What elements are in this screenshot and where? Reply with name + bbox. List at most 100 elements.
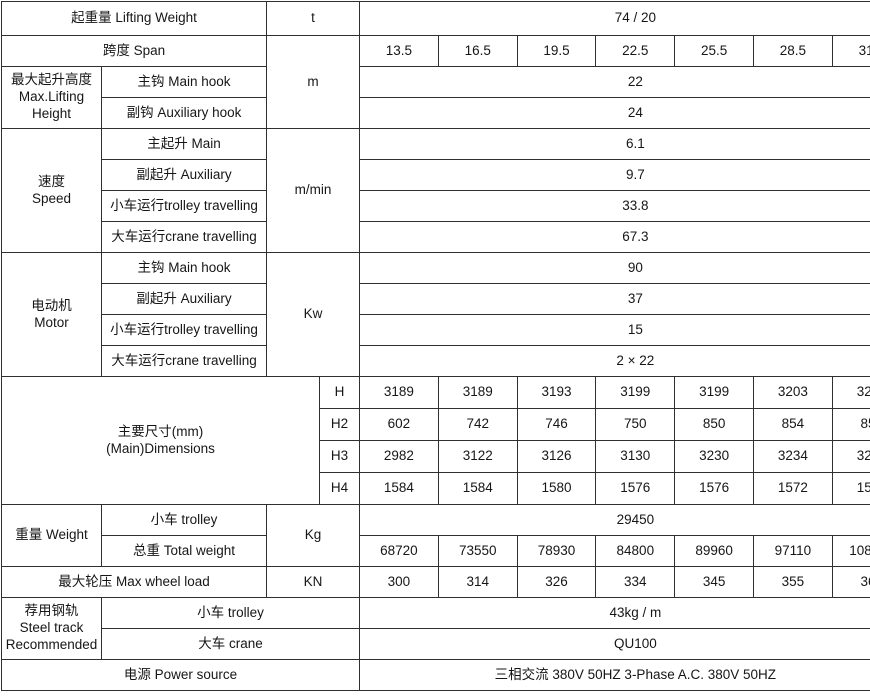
speed-auxiliary-value: 9.7 bbox=[359, 159, 870, 191]
weight-trolley-value: 29450 bbox=[359, 504, 870, 536]
table-row-dimension-h: 主要尺寸(mm) (Main)Dimensions H 3189 3189 31… bbox=[1, 376, 870, 505]
table-row-speed-trolley: 小车运行trolley travelling 33.8 bbox=[2, 190, 870, 222]
dimension-value: 856 bbox=[831, 408, 870, 441]
steel-track-group-label: 荐用钢轨 Steel track Recommended bbox=[1, 597, 102, 660]
lifting-weight-label: 起重量 Lifting Weight bbox=[1, 1, 267, 36]
motor-main-hook-value: 90 bbox=[359, 252, 870, 284]
speed-en: Speed bbox=[31, 190, 72, 206]
dimension-value: 3130 bbox=[595, 440, 676, 473]
dimension-value: 3199 bbox=[595, 376, 676, 409]
speed-crane-label: 大车运行crane travelling bbox=[101, 221, 267, 253]
max-wheel-load-value: 334 bbox=[595, 566, 676, 598]
weight-group-label: 重量 Weight bbox=[1, 504, 102, 567]
table-row-power-source: 电源 Power source 三相交流 380V 50HZ 3-Phase A… bbox=[0, 659, 870, 691]
dimension-key: H bbox=[318, 376, 361, 409]
speed-auxiliary-label: 副起升 Auxiliary bbox=[101, 159, 267, 191]
steel-track-trolley-value: 43kg / m bbox=[359, 597, 870, 629]
motor-en: Motor bbox=[34, 314, 69, 330]
weight-total-value: 68720 bbox=[359, 535, 439, 567]
max-lifting-height-en2: Height bbox=[31, 105, 72, 121]
max-wheel-load-value: 355 bbox=[753, 566, 833, 598]
table-row-motor-crane: 大车运行crane travelling 2 × 22 bbox=[2, 345, 870, 377]
speed-trolley-value: 33.8 bbox=[359, 190, 870, 222]
dimension-value: 746 bbox=[516, 408, 597, 441]
dimension-value: 1576 bbox=[595, 472, 676, 505]
max-wheel-load-value: 364 bbox=[831, 566, 870, 598]
table-row-steel-track-trolley: 荐用钢轨 Steel track Recommended 小车 trolley … bbox=[1, 597, 870, 660]
dimension-value: 854 bbox=[753, 408, 833, 441]
dimension-value: 3189 bbox=[359, 376, 439, 409]
span-value: 13.5 bbox=[359, 35, 439, 67]
max-wheel-load-label: 最大轮压 Max wheel load bbox=[1, 566, 267, 598]
span-value: 25.5 bbox=[674, 35, 754, 67]
motor-crane-value: 2 × 22 bbox=[359, 345, 870, 377]
steel-track-trolley-label: 小车 trolley bbox=[100, 597, 361, 629]
dimension-key: H3 bbox=[318, 440, 361, 473]
span-value: 22.5 bbox=[595, 35, 676, 67]
dimension-key: H4 bbox=[318, 472, 361, 505]
dimension-value: 3193 bbox=[516, 376, 597, 409]
dimensions-cn: 主要尺寸(mm) bbox=[117, 423, 204, 439]
motor-crane-label: 大车运行crane travelling bbox=[101, 345, 267, 377]
weight-total-value: 89960 bbox=[674, 535, 754, 567]
dimension-value: 1572 bbox=[753, 472, 833, 505]
height-unit: m bbox=[265, 35, 361, 129]
motor-main-hook-label: 主钩 Main hook bbox=[101, 252, 267, 284]
dimension-value: 750 bbox=[595, 408, 676, 441]
dimension-value: 2982 bbox=[359, 440, 439, 473]
motor-trolley-label: 小车运行trolley travelling bbox=[101, 314, 267, 346]
motor-auxiliary-value: 37 bbox=[359, 283, 870, 315]
dimension-key: H2 bbox=[318, 408, 361, 441]
table-row-steel-track-crane: 大车 crane QU100 bbox=[2, 628, 870, 660]
table-row-max-wheel-load: 最大轮压 Max wheel load KN 300 314 326 334 3… bbox=[1, 566, 870, 598]
speed-group-label: 速度 Speed bbox=[1, 128, 102, 253]
dimension-value: 3234 bbox=[753, 440, 833, 473]
weight-trolley-label: 小车 trolley bbox=[101, 504, 267, 536]
max-wheel-load-value: 326 bbox=[516, 566, 597, 598]
weight-unit: Kg bbox=[265, 504, 361, 567]
steel-track-en2: Recommended bbox=[5, 636, 98, 652]
main-hook-height-value: 22 bbox=[359, 66, 870, 98]
span-label: 跨度 Span bbox=[1, 35, 267, 67]
table-row-auxiliary-hook-height: 副钩 Auxiliary hook 24 bbox=[2, 97, 870, 129]
dimension-value: 1576 bbox=[674, 472, 754, 505]
steel-track-en1: Steel track bbox=[19, 620, 84, 636]
main-hook-label: 主钩 Main hook bbox=[101, 66, 267, 98]
dimension-value: 3189 bbox=[437, 376, 518, 409]
span-value: 16.5 bbox=[437, 35, 518, 67]
weight-total-value: 108000 bbox=[831, 535, 870, 567]
speed-main-value: 6.1 bbox=[359, 128, 870, 160]
power-source-label: 电源 Power source bbox=[0, 659, 361, 691]
table-row-weight-trolley: 重量 Weight 小车 trolley Kg 29450 bbox=[1, 504, 870, 567]
speed-trolley-label: 小车运行trolley travelling bbox=[101, 190, 267, 222]
dimension-value: 3122 bbox=[437, 440, 518, 473]
steel-track-crane-value: QU100 bbox=[359, 628, 870, 660]
motor-trolley-value: 15 bbox=[359, 314, 870, 346]
max-lifting-height-cn: 最大起升高度 bbox=[11, 72, 92, 88]
weight-total-value: 73550 bbox=[437, 535, 518, 567]
weight-total-value: 78930 bbox=[516, 535, 597, 567]
table-row-span: 跨度 Span m 13.5 16.5 19.5 22.5 25.5 28.5 … bbox=[1, 35, 870, 129]
table-row-speed-auxiliary: 副起升 Auxiliary 9.7 bbox=[2, 159, 870, 191]
motor-auxiliary-label: 副起升 Auxiliary bbox=[101, 283, 267, 315]
max-wheel-load-value: 314 bbox=[437, 566, 518, 598]
dimension-value: 3205 bbox=[831, 376, 870, 409]
dimension-value: 3203 bbox=[753, 376, 833, 409]
motor-cn: 电动机 bbox=[31, 297, 72, 313]
max-wheel-load-unit: KN bbox=[265, 566, 361, 598]
auxiliary-hook-label: 副钩 Auxiliary hook bbox=[101, 97, 267, 129]
power-source-value: 三相交流 380V 50HZ 3-Phase A.C. 380V 50HZ bbox=[359, 659, 870, 691]
speed-unit: m/min bbox=[265, 128, 361, 253]
table-row-motor-trolley: 小车运行trolley travelling 15 bbox=[2, 314, 870, 346]
speed-cn: 速度 bbox=[38, 173, 65, 189]
span-value: 19.5 bbox=[516, 35, 597, 67]
table-row-dimension-h4: H4 1584 1584 1580 1576 1576 1572 1570 bbox=[2, 472, 870, 505]
steel-track-cn: 荐用钢轨 bbox=[24, 603, 79, 619]
dimensions-en: (Main)Dimensions bbox=[106, 440, 215, 456]
dimension-value: 742 bbox=[437, 408, 518, 441]
speed-main-label: 主起升 Main bbox=[101, 128, 267, 160]
motor-group-label: 电动机 Motor bbox=[1, 252, 102, 377]
dimension-value: 1584 bbox=[437, 472, 518, 505]
auxiliary-hook-height-value: 24 bbox=[359, 97, 870, 129]
